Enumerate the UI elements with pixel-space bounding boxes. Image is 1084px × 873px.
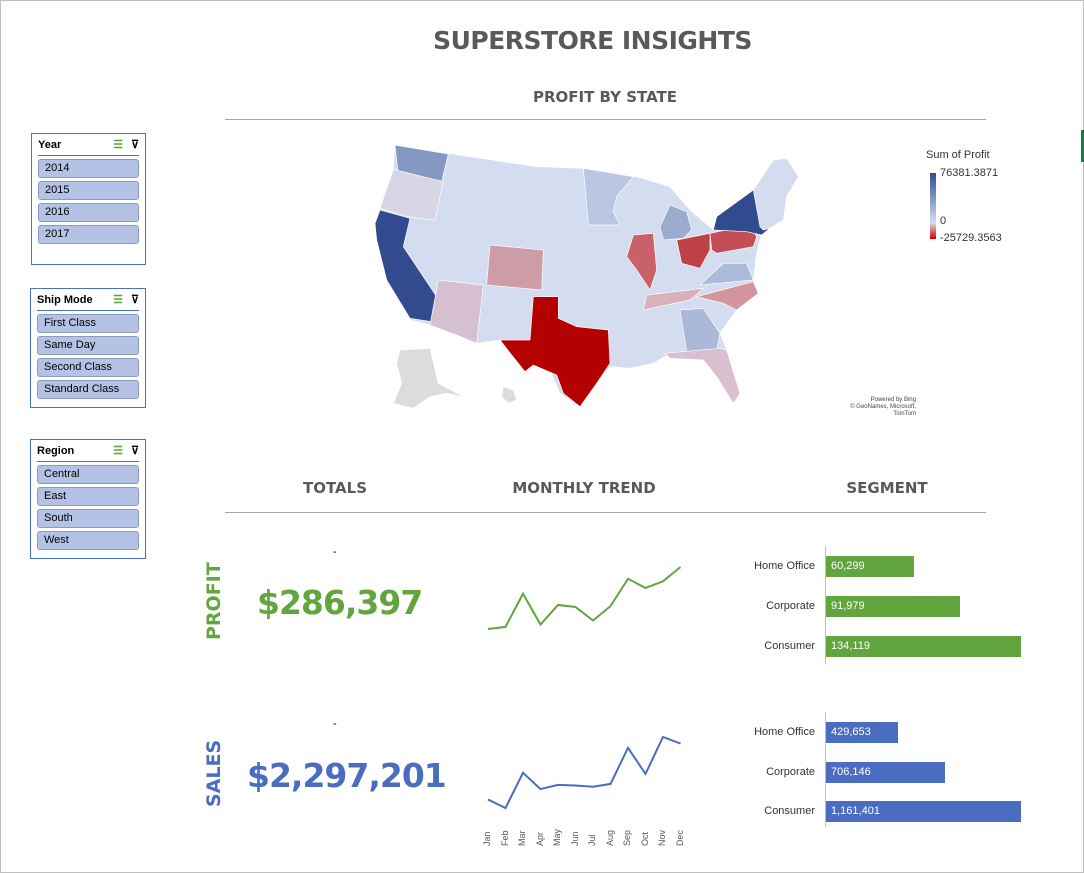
- sales-total: $2,297,201: [247, 756, 447, 795]
- legend-zero: 0: [940, 215, 947, 227]
- month-tick-label: Nov: [657, 829, 667, 846]
- month-tick-label: Jan: [482, 831, 492, 846]
- segment-category-label: Consumer: [764, 805, 815, 817]
- divider: [225, 119, 986, 120]
- segment-title: SEGMENT: [846, 479, 928, 497]
- slicer-icons: ☰ ⊽: [113, 293, 139, 306]
- sales-dash: -: [333, 718, 337, 730]
- slicer-item[interactable]: Central: [37, 465, 139, 484]
- page-title: SUPERSTORE INSIGHTS: [433, 26, 752, 55]
- slicer-item[interactable]: 2016: [38, 203, 139, 222]
- slicer-item[interactable]: 2017: [38, 225, 139, 244]
- segment-bar[interactable]: 1,161,401: [826, 801, 1021, 822]
- state-texas[interactable]: [499, 296, 611, 408]
- state-california[interactable]: [374, 209, 438, 323]
- month-tick-label: Sep: [622, 829, 632, 846]
- state-ohio[interactable]: [676, 232, 711, 269]
- clear-filter-icon[interactable]: ⊽: [130, 445, 139, 457]
- sales-label: SALES: [203, 739, 225, 807]
- legend-min: -25729.3563: [940, 232, 1002, 244]
- profit-trend-line: [487, 566, 682, 630]
- slicer-item[interactable]: West: [37, 531, 139, 550]
- region-slicer: Region ☰ ⊽ Central East South West: [30, 439, 146, 559]
- year-slicer: Year ☰ ⊽ 2014 2015 2016 2017: [31, 133, 146, 265]
- slicer-item[interactable]: First Class: [37, 314, 139, 333]
- map-legend-gradient: [930, 173, 936, 239]
- segment-bar[interactable]: 134,119: [826, 636, 1021, 657]
- clear-filter-icon[interactable]: ⊽: [130, 139, 139, 151]
- clear-filter-icon[interactable]: ⊽: [130, 294, 139, 306]
- slicer-item[interactable]: Second Class: [37, 358, 139, 377]
- segment-bar[interactable]: 706,146: [826, 761, 945, 783]
- ship-mode-slicer: Ship Mode ☰ ⊽ First Class Same Day Second Cla…: [30, 288, 146, 408]
- segment-bar[interactable]: 60,299: [826, 556, 914, 577]
- slicer-item[interactable]: South: [37, 509, 139, 528]
- month-tick-label: Dec: [674, 829, 685, 846]
- segment-axis: [825, 712, 826, 827]
- slicer-header: Region ☰ ⊽: [37, 440, 139, 462]
- state-illinois[interactable]: [626, 232, 658, 291]
- month-tick-label: Aug: [604, 829, 615, 846]
- month-tick-label: Jun: [569, 831, 580, 846]
- state-colorado[interactable]: [486, 244, 544, 291]
- slicer-item[interactable]: Standard Class: [37, 380, 139, 399]
- state-north-carolina[interactable]: [696, 281, 759, 311]
- credit-bing: Powered by Bing: [870, 397, 916, 403]
- state-arizona[interactable]: [429, 279, 484, 344]
- slicer-header: Year ☰ ⊽: [38, 134, 139, 156]
- legend-max: 76381.3871: [940, 167, 999, 179]
- divider: [225, 512, 986, 513]
- slicer-item[interactable]: Same Day: [37, 336, 139, 355]
- state-virginia[interactable]: [699, 263, 754, 286]
- slicer-item[interactable]: East: [37, 487, 139, 506]
- segment-axis: [825, 546, 826, 664]
- map-legend-title: Sum of Profit: [926, 149, 990, 161]
- segment-category-label: Home Office: [754, 560, 815, 572]
- multi-select-icon[interactable]: ☰: [113, 445, 123, 457]
- slicer-icons: ☰ ⊽: [113, 444, 139, 457]
- multi-select-icon[interactable]: ☰: [113, 294, 123, 306]
- month-tick-label: Jul: [587, 834, 597, 846]
- slicer-title: Region: [37, 444, 75, 457]
- sales-trend-line: [487, 735, 681, 810]
- credit-sources: © GeoNames, Microsoft, TomTom: [850, 404, 916, 417]
- map-credit: Powered by Bing © GeoNames, Microsoft, To…: [828, 397, 916, 418]
- state-florida[interactable]: [664, 347, 741, 404]
- profit-total: $286,397: [257, 583, 423, 622]
- month-tick-label: May: [552, 828, 562, 846]
- month-tick-label: Mar: [517, 830, 527, 847]
- month-tick-label: Feb: [499, 830, 510, 846]
- state-new-york[interactable]: [712, 189, 771, 236]
- hawaii[interactable]: [501, 386, 518, 404]
- state-minnesota[interactable]: [582, 167, 634, 226]
- segment-bar[interactable]: 91,979: [826, 596, 960, 617]
- month-tick-label: Oct: [639, 831, 650, 846]
- profit-label: PROFIT: [203, 562, 225, 640]
- alaska[interactable]: [392, 347, 464, 409]
- multi-select-icon[interactable]: ☰: [113, 139, 123, 151]
- slicer-item[interactable]: 2015: [38, 181, 139, 200]
- month-tick-label: Apr: [534, 831, 545, 846]
- scrollbar-indicator[interactable]: [1081, 130, 1084, 162]
- segment-category-label: Corporate: [766, 765, 815, 778]
- slicer-title: Ship Mode: [37, 293, 93, 306]
- totals-title: TOTALS: [302, 479, 368, 497]
- slicer-item[interactable]: 2014: [38, 159, 139, 178]
- state-tennessee[interactable]: [642, 287, 705, 311]
- segment-category-label: Consumer: [764, 640, 815, 652]
- profit-dash: -: [333, 546, 337, 558]
- map-section-title: PROFIT BY STATE: [532, 88, 678, 106]
- trend-title: MONTHLY TREND: [512, 479, 656, 497]
- state-oregon[interactable]: [379, 168, 444, 221]
- slicer-title: Year: [38, 138, 62, 151]
- state-georgia[interactable]: [679, 307, 721, 353]
- monthly-trend-charts: [487, 566, 682, 810]
- segment-bar[interactable]: 429,653: [826, 722, 899, 743]
- state-michigan[interactable]: [659, 204, 693, 241]
- slicer-icons: ☰ ⊽: [113, 138, 139, 151]
- segment-category-label: Corporate: [766, 600, 815, 612]
- us-profit-map[interactable]: [370, 130, 810, 420]
- segment-category-label: Home Office: [754, 726, 815, 738]
- slicer-header: Ship Mode ☰ ⊽: [37, 289, 139, 311]
